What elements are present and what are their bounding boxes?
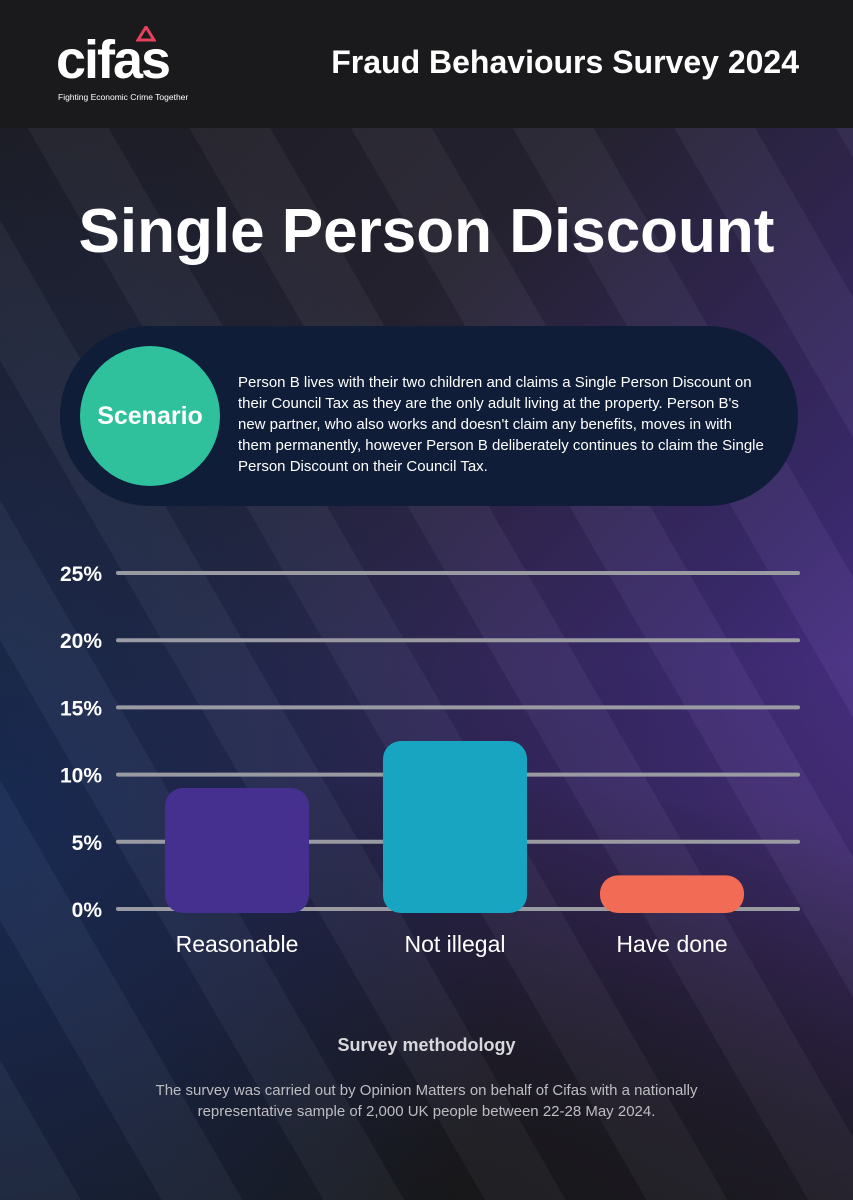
category-label: Have done: [616, 931, 727, 957]
y-tick-label: 5%: [72, 832, 103, 855]
category-label: Not illegal: [405, 931, 506, 957]
y-tick-label: 10%: [60, 765, 102, 788]
scenario-badge: Scenario: [80, 346, 220, 486]
page-title: Single Person Discount: [78, 197, 775, 266]
chart-bars: [165, 741, 744, 913]
y-tick-label: 15%: [60, 697, 102, 720]
logo-accent-icon: [136, 26, 156, 42]
bar-not-illegal: [383, 741, 527, 913]
cifas-logo: cifas Fighting Economic Crime Together: [56, 26, 206, 106]
survey-title: Fraud Behaviours Survey 2024: [331, 44, 799, 80]
y-tick-label: 0%: [72, 899, 103, 922]
logo-tagline: Fighting Economic Crime Together: [58, 92, 189, 102]
methodology-title: Survey methodology: [337, 1035, 516, 1055]
bar-chart: 0% 5% 10% 15% 20% 25% Reasonable Not illegal Ha…: [60, 563, 800, 957]
header-bar: cifas Fighting Economic Crime Together F…: [0, 0, 853, 128]
scenario-text: Person B lives with their two children a…: [238, 374, 764, 475]
chart-categories: Reasonable Not illegal Have done: [176, 931, 728, 957]
y-tick-label: 20%: [60, 630, 102, 653]
y-tick-label: 25%: [60, 563, 102, 586]
bar-have-done: [600, 875, 744, 913]
methodology-text: The survey was carried out by Opinion Ma…: [155, 1082, 698, 1120]
scenario-panel: Scenario Person B lives with their two c…: [60, 326, 798, 506]
category-label: Reasonable: [176, 931, 299, 957]
chart-y-ticks: 0% 5% 10% 15% 20% 25%: [60, 563, 102, 922]
scenario-label: Scenario: [97, 401, 203, 430]
bar-reasonable: [165, 788, 309, 913]
